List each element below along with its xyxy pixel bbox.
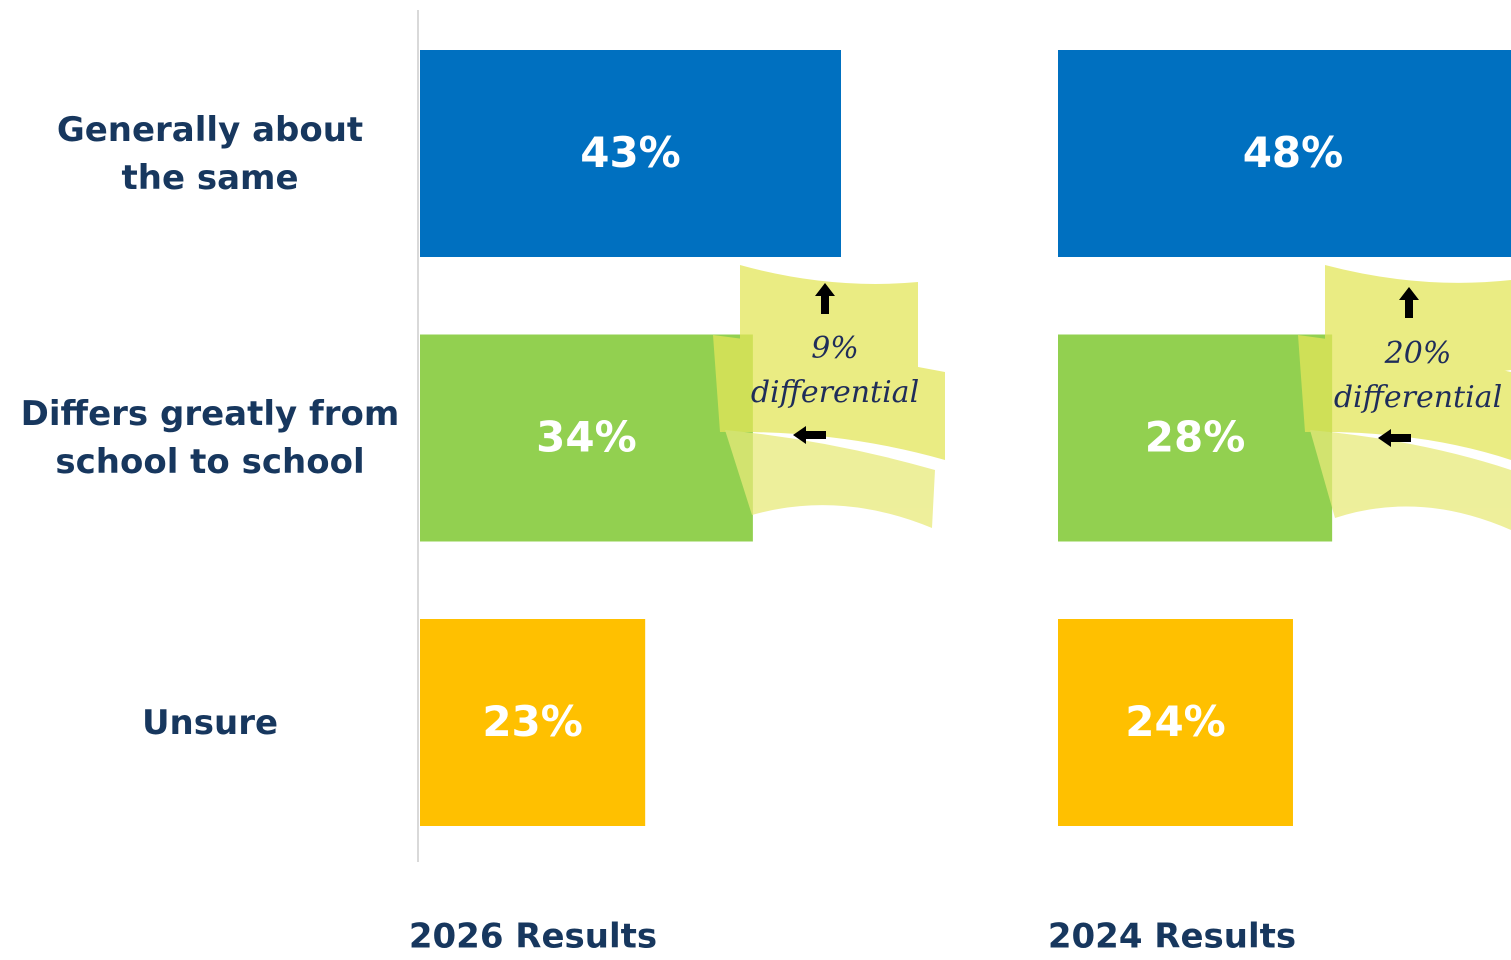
sticky-note bbox=[713, 265, 945, 528]
category-label: Generally about the same bbox=[56, 109, 364, 198]
annotation: differential bbox=[1334, 380, 1502, 415]
value-label: 43% bbox=[580, 128, 681, 177]
arrow bbox=[793, 283, 1419, 447]
bar bbox=[1058, 334, 1333, 542]
bar bbox=[420, 334, 753, 542]
value-label: 28% bbox=[1145, 413, 1246, 462]
annotation: differential bbox=[751, 375, 919, 410]
value-label: 48% bbox=[1243, 128, 1344, 177]
value-label: 24% bbox=[1125, 697, 1226, 746]
value-label: 23% bbox=[482, 697, 583, 746]
sticky-note bbox=[1298, 265, 1511, 530]
bar bbox=[420, 50, 841, 257]
panel-label: 2026 Results bbox=[409, 917, 657, 957]
annotation: 9% bbox=[811, 331, 859, 366]
bar bbox=[1058, 50, 1511, 257]
bar bbox=[420, 619, 646, 826]
category-label: Differs greatly from school to school bbox=[20, 394, 400, 482]
value-label: 34% bbox=[536, 413, 637, 462]
panel-label: 2024 Results bbox=[1048, 917, 1296, 957]
category-label: Unsure bbox=[141, 702, 279, 743]
bars: 43% 34% 23% 48% 28% 24% bbox=[420, 50, 1511, 826]
annotation: 20% bbox=[1384, 336, 1452, 371]
bar bbox=[1058, 619, 1293, 826]
annotations: 9% differential 20% differential bbox=[751, 331, 1502, 415]
